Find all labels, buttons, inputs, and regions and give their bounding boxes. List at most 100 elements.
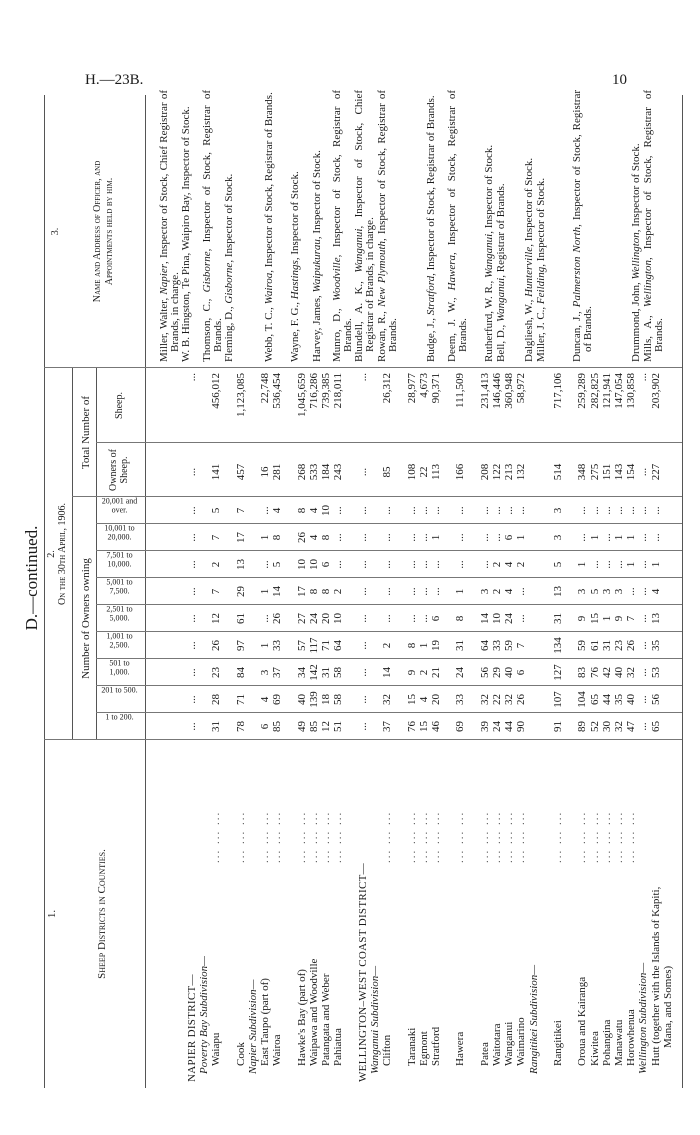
owner-count: ... [417,506,430,515]
officer-entry: Rutherfurd, W. R., Wanganui, Inspector o… [483,90,495,362]
officer-entry: W. B. Hingston, Te Pina, Waipiro Bay, In… [180,90,192,362]
owner-count: 14 [271,586,284,597]
sheep-total: 90,371 [430,373,442,404]
officer-entry: Webb, T. C., Wairoa, Inspector of Stock,… [263,90,275,362]
owner-count: 23 [613,640,625,651]
owner-count: ... [600,560,613,569]
owner-count: 28 [210,694,223,705]
district-label: Napier Subdivision— [247,979,259,1074]
owner-count: 6 [259,723,272,730]
owner-count: ... [417,533,430,542]
owner-count: 3 [552,507,564,514]
owners-total: 213 [503,463,516,481]
district-label: Cook [234,1042,247,1066]
leader-dots: ... ... ... [381,810,394,863]
officer-address: Wellington [630,232,642,280]
owners-total: 268 [295,463,308,481]
leader-dots: ... ... ... [295,810,308,863]
owner-count: 1 [600,615,613,622]
officer-address: Hastings [289,260,301,300]
owner-count: 32 [613,721,625,732]
table-row: Poverty Bay Subdivision— [198,368,210,1088]
owner-count: 4 [503,588,516,595]
table-row [345,368,357,1088]
owner-count: 40 [503,667,516,678]
sheep-total: 147,054 [613,373,625,409]
owner-count: ... [417,614,430,623]
leader-dots: ... ... ... [491,810,503,863]
owner-count: 26 [295,532,308,543]
district-label: Clifton [381,1034,394,1066]
owner-count: ... [381,614,394,623]
owner-count: 32 [381,694,394,705]
owners-of-sheep-header: Owners of Sheep. [108,449,130,491]
owner-count: 8 [405,642,418,649]
leader-dots: ... ... ... [576,810,589,863]
sheep-total: 456,012 [210,373,223,409]
owners-total: 275 [588,463,601,481]
owner-count: 13 [649,613,662,624]
header-rule [72,368,73,740]
officer-entry: Rowan, R., New Plymouth, Inspector of St… [376,90,399,362]
owner-count: ... [381,506,394,515]
owner-count: 17 [295,586,308,597]
owner-count: ... [637,695,650,704]
owner-count: 24 [308,613,320,624]
owner-count: 30 [600,721,613,732]
owner-count: ... [478,533,491,542]
table-row [223,368,235,1088]
owner-count: ... [588,506,601,515]
range-header-1: 1 to 200. [105,712,134,722]
owner-count: ... [186,560,198,569]
owner-count: 2 [491,561,503,568]
owner-count: 65 [588,694,601,705]
district-label: Mana, and Somes) [661,965,674,1048]
owner-count: 117 [308,637,320,654]
owner-count: ... [356,533,369,542]
officer-name: Wayne, F. G., [289,299,301,362]
leader-dots: ... ... ... [234,810,247,863]
district-label: Patea [478,1042,491,1066]
table-row: Rangitikei ... ... ... 91 107 127 134 31 13 5 3 3 5… [552,368,564,1088]
leader-dots: ... ... ... [259,810,272,863]
range-header-5: 2,501 to 5,000. [106,604,133,623]
owner-count: 19 [430,640,442,651]
table-row: Hutt (together with the Islands of Kapit… [650,368,662,1088]
officer-address: Hawera [446,254,458,291]
owner-count: 9 [405,669,418,676]
owner-count: ... [478,560,491,569]
sheep-total: 1,045,659 [295,373,308,417]
table-row [284,368,296,1088]
owner-count: 56 [649,694,662,705]
owner-count: ... [259,614,272,623]
owner-count: 9 [613,615,625,622]
owner-count: 32 [478,694,491,705]
owner-count: 8 [320,534,333,541]
owner-count: 10 [308,559,320,570]
owner-count: 61 [588,640,601,651]
owner-count: ... [649,533,662,542]
district-label: Egmont [417,1031,430,1066]
owner-count: ... [637,533,650,542]
officer-address: Wanganui [483,233,495,278]
owner-count: 4 [271,507,284,514]
sheep-total: 259,289 [576,373,589,409]
leader-dots: ... ... ... [210,810,223,863]
district-label: Hawke's Bay (part of) [295,969,308,1066]
owner-count: 4 [308,507,320,514]
sheep-total: 58,972 [515,373,528,404]
owner-count: 91 [552,721,564,732]
owners-total: 281 [271,463,284,481]
officer-name: Fleming, D., [223,303,235,362]
owner-count: 142 [308,664,320,681]
owner-count: 26 [271,613,284,624]
owner-count: ... [430,506,442,515]
owner-count: ... [332,560,345,569]
owner-count: 65 [649,721,662,732]
owner-count: 8 [320,588,333,595]
owners-total: 348 [576,463,589,481]
owner-count: ... [613,560,625,569]
owner-count: 32 [625,667,638,678]
district-label: WELLINGTON–WEST COAST DISTRICT— [356,863,369,1082]
table-row: Egmont ... ... ... 15 4 2 1............... 22 4… [418,368,430,1088]
